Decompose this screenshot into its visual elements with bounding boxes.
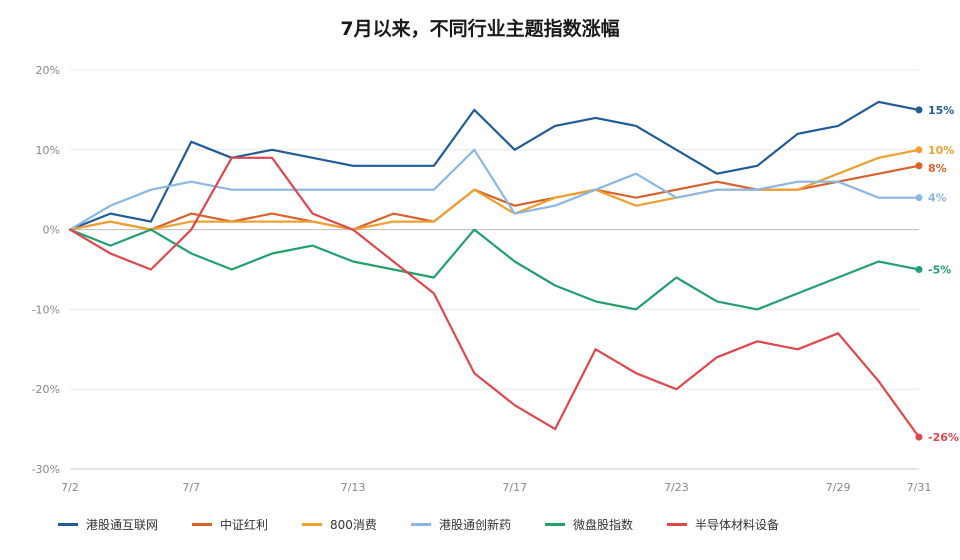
series-end-label: -26%	[928, 431, 959, 444]
legend-swatch	[666, 522, 687, 526]
legend-item: 微盘股指数	[544, 516, 633, 533]
series-end-label: 8%	[928, 162, 947, 175]
series-line	[68, 100, 921, 231]
legend-item: 半导体材料设备	[666, 516, 779, 533]
y-tick-label: 0%	[43, 224, 60, 237]
series-end-point	[915, 106, 923, 114]
x-tick-label: 7/2	[61, 481, 79, 494]
legend-item: 港股通互联网	[58, 516, 158, 533]
legend-item: 800消费	[302, 516, 377, 533]
x-tick-label: 7/17	[502, 481, 527, 494]
series-lines	[68, 100, 923, 441]
chart-legend: 港股通互联网 中证红利 800消费 港股通创新药 微盘股指数 半导体材料设备	[58, 514, 813, 534]
end-labels: 15% 8% 10% 4% -5% -26%	[928, 104, 959, 444]
legend-label: 港股通创新药	[438, 517, 511, 532]
legend-label: 微盘股指数	[572, 517, 633, 532]
legend-swatch	[58, 522, 78, 526]
y-tick-label: -10%	[32, 303, 60, 316]
series-end-point	[915, 433, 923, 441]
legend-label: 中证红利	[220, 517, 269, 532]
series-line	[68, 156, 921, 439]
axis-labels: 20% 10% 0% -10% -20% -30%7/2 7/7 7/13 7/17 7/23 7/…	[32, 64, 932, 494]
legend-item: 中证红利	[192, 516, 268, 533]
legend-swatch	[544, 522, 565, 526]
series-end-point	[915, 194, 923, 202]
legend-label: 港股通互联网	[86, 517, 159, 532]
legend-swatch	[192, 522, 213, 526]
series-end-point	[915, 162, 923, 170]
y-tick-label: -20%	[32, 383, 60, 396]
series-end-point	[915, 146, 923, 154]
series-end-label: -5%	[928, 264, 951, 277]
x-tick-label: 7/23	[664, 481, 689, 494]
series-line	[68, 228, 921, 311]
x-tick-label: 7/7	[182, 481, 200, 494]
legend-swatch	[302, 522, 323, 526]
legend-label: 半导体材料设备	[694, 517, 779, 532]
x-tick-label: 7/13	[341, 481, 366, 494]
series-end-label: 10%	[928, 144, 954, 157]
y-tick-label: 20%	[36, 64, 60, 77]
x-tick-label: 7/31	[907, 481, 932, 494]
legend-swatch	[410, 522, 431, 526]
series-end-label: 4%	[928, 192, 947, 205]
line-chart: 20% 10% 0% -10% -20% -30%7/2 7/7 7/13 7/17 7/23 7/…	[32, 64, 959, 494]
series-end-point	[915, 266, 923, 273]
series-line	[68, 148, 921, 231]
y-tick-label: -30%	[32, 463, 60, 476]
series-end-label: 15%	[928, 104, 954, 117]
x-tick-label: 7/29	[826, 481, 851, 494]
chart-title: 7月以来，不同行业主题指数涨幅	[340, 18, 620, 40]
series-line	[68, 148, 921, 231]
y-tick-label: 10%	[36, 144, 60, 157]
legend-item: 港股通创新药	[410, 516, 511, 533]
legend-label: 800消费	[330, 517, 377, 532]
